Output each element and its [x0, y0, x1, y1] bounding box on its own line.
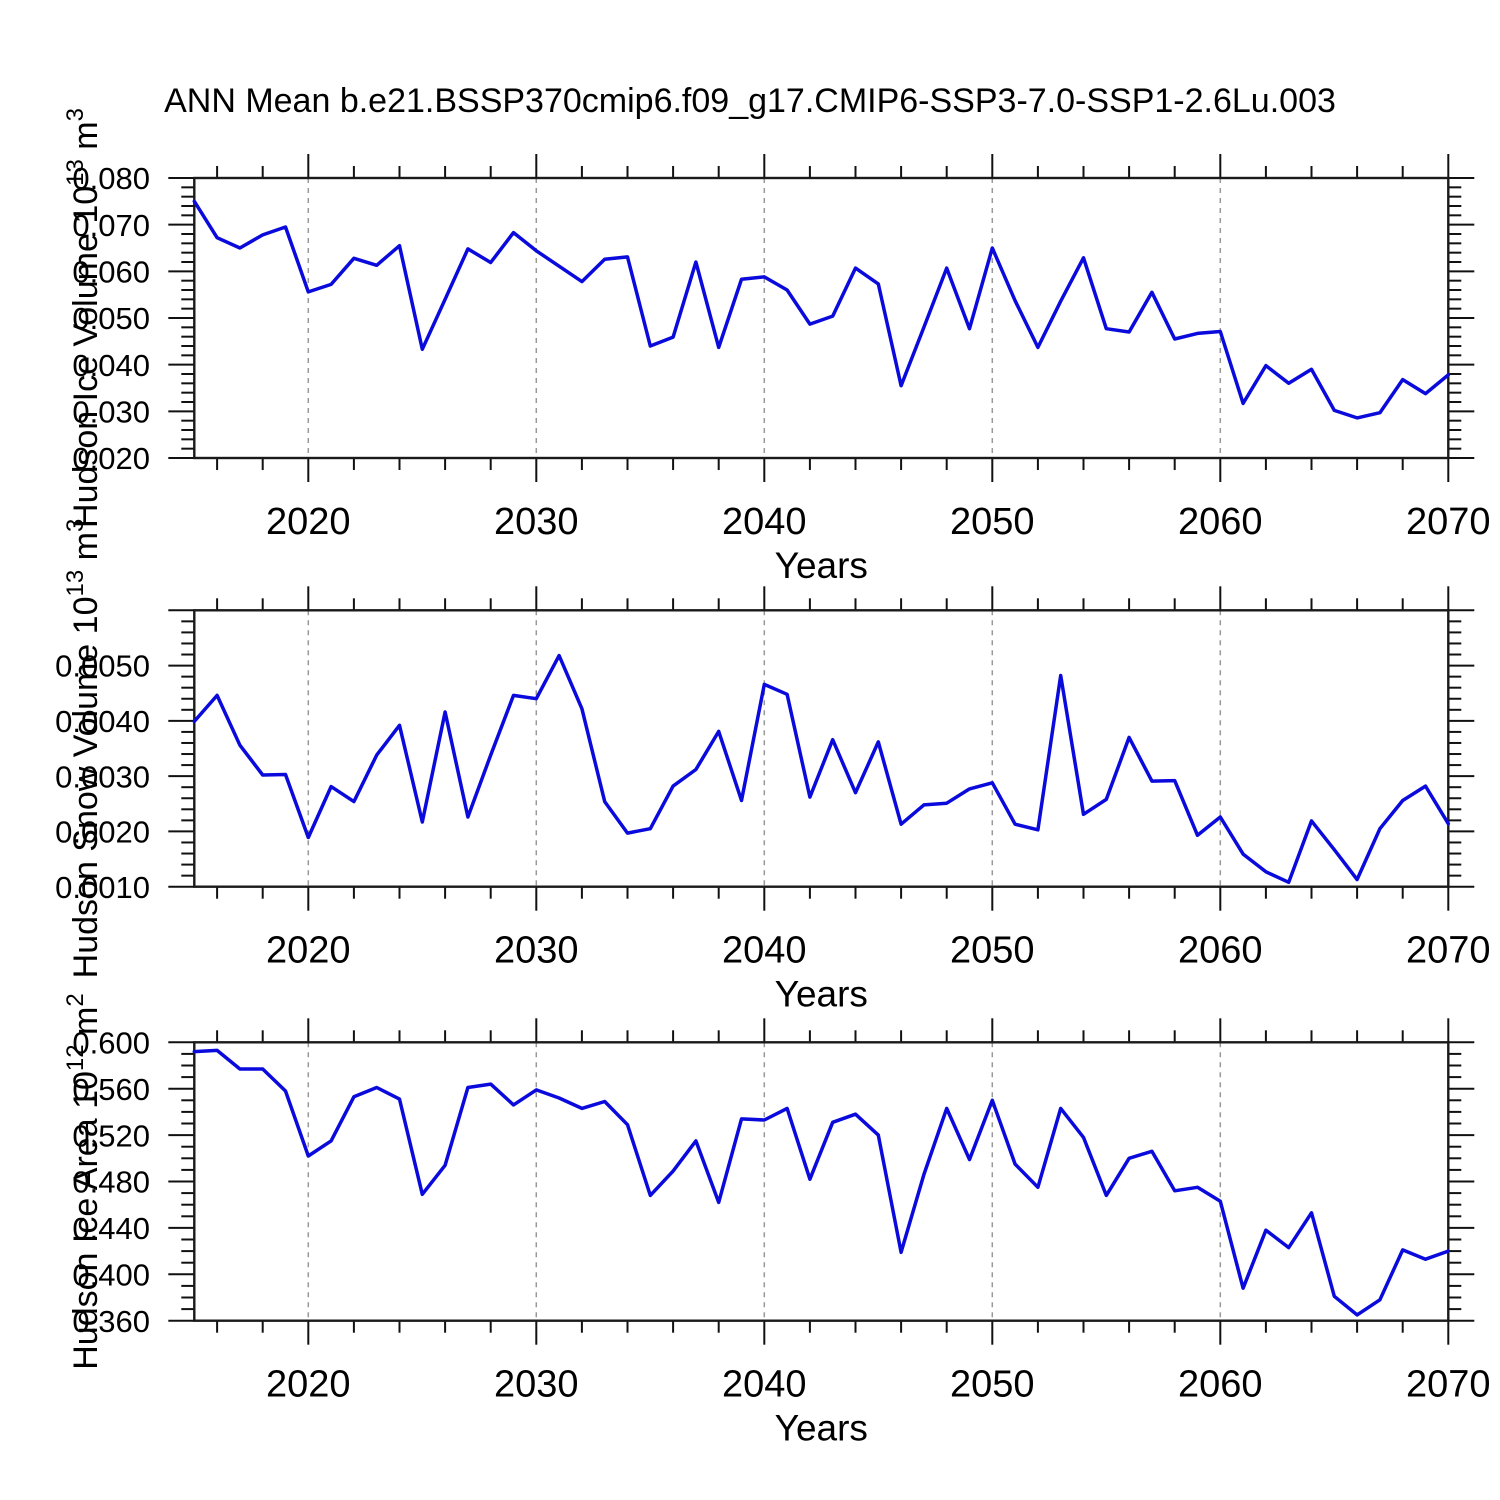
y-tick-label: 0.360 [72, 1304, 150, 1339]
plot-frame [193, 1041, 1450, 1322]
x-tick-label: 2050 [950, 1364, 1035, 1406]
y-tick-label: 0.400 [72, 1257, 150, 1292]
y-tick-label: 0.0040 [55, 704, 150, 739]
y-tick-label: 0.0050 [55, 649, 150, 684]
x-tick-label: 2070 [1406, 1364, 1491, 1406]
y-axis-title: Hudson Ice Volume 1013​ m3​ [62, 108, 105, 528]
y-tick-label: 0.0020 [55, 815, 150, 850]
y-tick-label: 0.080 [72, 161, 150, 196]
y-tick-label: 0.440 [72, 1211, 150, 1246]
x-tick-label: 2070 [1406, 501, 1491, 543]
x-tick-label: 2060 [1178, 930, 1263, 972]
data-series-line [192, 653, 1451, 885]
y-tick-label: 0.0030 [55, 759, 150, 794]
x-tick-label: 2020 [266, 501, 351, 543]
x-axis-title: Years [775, 545, 868, 586]
plot-frame [193, 176, 1450, 460]
x-tick-label: 2060 [1178, 1364, 1263, 1406]
x-tick-label: 2020 [266, 1364, 351, 1406]
x-tick-label: 2050 [950, 930, 1035, 972]
y-tick-label: 0.050 [72, 301, 150, 336]
x-axis-title: Years [775, 974, 868, 1015]
y-tick-label: 0.020 [72, 441, 150, 476]
x-axis-title: Years [775, 1408, 868, 1449]
y-tick-label: 0.060 [72, 254, 150, 289]
y-tick-label: 0.480 [72, 1165, 150, 1200]
x-tick-label: 2040 [722, 1364, 807, 1406]
x-tick-label: 2070 [1406, 930, 1491, 972]
y-tick-label: 0.600 [72, 1025, 150, 1060]
y-tick-label: 0.560 [72, 1072, 150, 1107]
x-tick-label: 2060 [1178, 501, 1263, 543]
y-tick-label: 0.030 [72, 394, 150, 429]
y-axis-title: Hudson Snow Volume 1013​ m3​ [62, 519, 105, 979]
x-tick-label: 2040 [722, 930, 807, 972]
x-tick-label: 2030 [494, 501, 579, 543]
y-tick-label: 0.0010 [55, 870, 150, 905]
x-tick-label: 2030 [494, 930, 579, 972]
y-tick-label: 0.070 [72, 208, 150, 243]
y-axis-title: Hudson Ice Area 1012​ m2​ [62, 993, 105, 1370]
data-series-line [192, 1048, 1451, 1317]
plot-frame [193, 609, 1450, 888]
y-tick-label: 0.520 [72, 1118, 150, 1153]
chart-title: ANN Mean b.e21.BSSP370cmip6.f09_g17.CMIP… [164, 82, 1336, 120]
x-tick-label: 2050 [950, 501, 1035, 543]
plot-panel-3: 0.600 0.560 0.520 0.480 0.440 0.400 0.360 2020 2… [62, 993, 1491, 1448]
x-tick-label: 2020 [266, 930, 351, 972]
y-tick-label: 0.040 [72, 348, 150, 383]
x-tick-label: 2030 [494, 1364, 579, 1406]
plot-panel-1: 0.080 0.070 0.060 0.050 0.040 0.030 0.020 2020 2… [62, 108, 1491, 586]
x-tick-label: 2040 [722, 501, 807, 543]
data-series-line [192, 199, 1451, 420]
plot-panel-2: 0.0050 0.0040 0.0030 0.0020 0.0010 2020 2030 20… [55, 519, 1490, 1015]
